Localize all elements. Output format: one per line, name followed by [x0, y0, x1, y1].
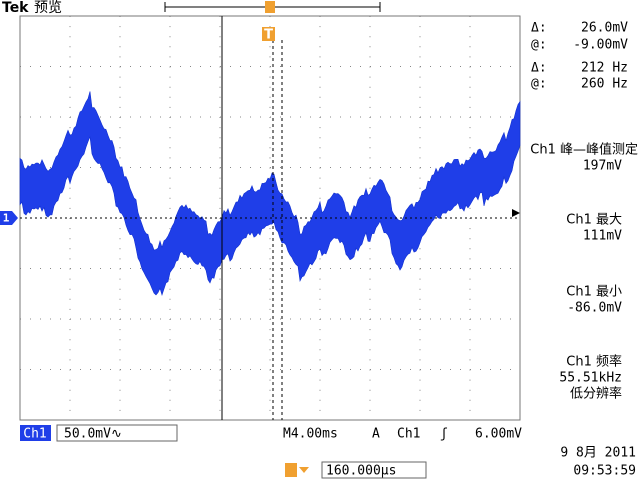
measurement-value: -86.0mV [567, 301, 622, 316]
channel-marker-label: 1 [3, 212, 10, 225]
cursor-value: -9.00mV [573, 38, 628, 53]
brand: Tek [2, 0, 29, 16]
date: 9 8月 2011 [560, 446, 636, 461]
cursor-symbol: @: [531, 38, 547, 53]
cursor-value: 212 Hz [581, 61, 628, 76]
measurement-value: 55.51kHz [559, 371, 622, 386]
mode: 预览 [34, 0, 62, 16]
status-timebase: M4.00ms [283, 427, 338, 442]
status-trigger-mode: A [372, 427, 380, 442]
status-trigger-channel: Ch1 [397, 427, 420, 442]
cursor-value: 26.0mV [581, 21, 628, 36]
measurement-label: Ch1 最大 [566, 213, 622, 228]
cursor-symbol: @: [531, 77, 547, 92]
measurement-label: Ch1 频率 [566, 354, 622, 370]
cursor-value: 260 Hz [581, 77, 628, 92]
waveform [19, 91, 521, 297]
cursor-symbol: Δ: [531, 21, 547, 36]
cursor-symbol: Δ: [531, 61, 547, 76]
measurement-label: Ch1 最小 [566, 285, 622, 300]
status-channel: Ch1 [23, 427, 46, 442]
status-trigger-slope: ʃ [440, 427, 448, 442]
measurement-value: 197mV [583, 159, 622, 174]
measurement-label: Ch1 峰—峰值测定 [530, 142, 638, 158]
readout-panel: Δ: 26.0mV @: -9.00mV Δ: 212 Hz @: 260 Hz Ch1 峰—峰… [530, 21, 638, 402]
measurement-value: 111mV [583, 229, 622, 244]
status-scale: 50.0mV∿ [64, 427, 122, 442]
trigger-marker-label: T [264, 28, 273, 43]
trigger-marker [262, 27, 275, 41]
measurement-note: 低分辨率 [570, 386, 622, 402]
time: 09:53:59 [573, 464, 636, 479]
status-trigger-level: 6.00mV [475, 427, 522, 442]
trigger-level-arrow [512, 209, 520, 217]
channel-marker [0, 211, 18, 225]
trigger-position: 160.000µs [326, 464, 396, 479]
